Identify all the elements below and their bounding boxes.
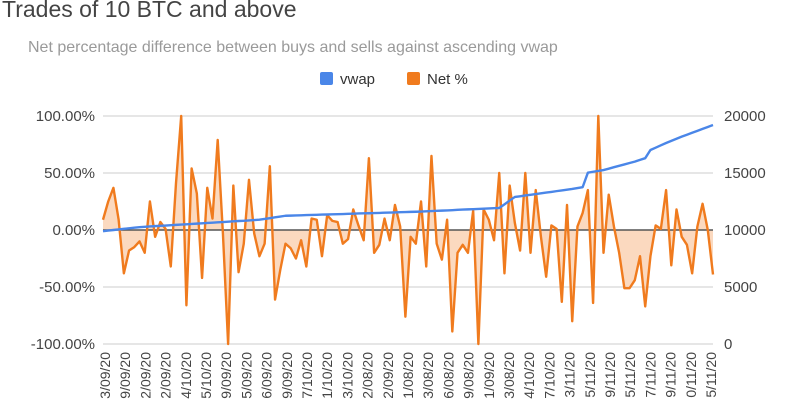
series [101,114,715,346]
x-tick-label: 2/09/20 [137,352,153,399]
chart-subtitle: Net percentage difference between buys a… [28,39,558,56]
y-left-tick-label: -50.00% [39,279,95,296]
y-left-tick-label: 50.00% [44,165,95,182]
x-tick-label: 3/08/20 [501,352,517,399]
x-tick-label: 9/11/20 [602,352,618,398]
x-tick-label: 6/08/20 [440,352,456,399]
x-tick-label: 7/11/20 [642,352,658,398]
x-tick-label: 7/10/20 [299,352,315,399]
y-left-tick-label: -100.00% [31,336,95,353]
y-right-tick-label: 0 [724,336,732,353]
chart-title: Trades of 10 BTC and above [2,0,297,22]
x-tick-label: 9/08/20 [461,352,477,399]
y-left-tick-label: 100.00% [36,108,95,125]
x-axis: 3/09/20 9/09/20 2/09/20 2/09/20 4/10/20 5/10/… [97,352,719,399]
x-tick-label: 9/09/20 [117,352,133,399]
x-tick-label: 5/09/20 [238,352,254,399]
x-tick-label: 1/10/20 [319,352,335,399]
x-tick-label: 2/08/20 [360,352,376,399]
x-tick-label: 7/10/20 [541,352,557,399]
x-tick-label: 3/10/20 [339,352,355,399]
legend-swatch-net [407,72,420,85]
x-tick-label: 9/11/20 [663,352,679,398]
y-right-tick-label: 10000 [724,222,766,239]
y-axis-left: 100.00% 50.00% 0.00% -50.00% -100.00% [31,108,95,353]
legend-label-vwap: vwap [340,71,375,88]
x-tick-label: 3/09/20 [97,352,113,399]
x-tick-label: 1/08/20 [400,352,416,399]
y-axis-right: 20000 15000 10000 5000 0 [724,108,766,353]
x-tick-label: 9/09/20 [218,352,234,399]
x-tick-label: 3/11/20 [562,352,578,398]
y-right-tick-label: 20000 [724,108,766,125]
y-right-tick-label: 15000 [724,165,766,182]
x-tick-label: 2/09/20 [158,352,174,399]
x-tick-label: 5/11/20 [622,352,638,398]
x-tick-label: 4/10/20 [521,352,537,399]
x-tick-label: 5/11/20 [582,352,598,398]
x-tick-label: 5/11/20 [703,352,719,398]
x-tick-label: 5/10/20 [198,352,214,399]
vwap-line [102,123,714,233]
legend: vwap Net % [320,71,468,88]
x-tick-label: 2/09/20 [380,352,396,399]
x-tick-label: 9/09/20 [279,352,295,399]
x-tick-label: 4/10/20 [178,352,194,399]
legend-swatch-vwap [320,72,333,85]
x-tick-label: 6/09/20 [259,352,275,399]
y-left-tick-label: 0.00% [52,222,95,239]
y-right-tick-label: 5000 [724,279,757,296]
net-percent-line [101,114,715,346]
legend-label-net: Net % [427,71,468,88]
x-tick-label: 1/09/20 [481,352,497,399]
x-tick-label: 0/11/20 [683,352,699,398]
x-tick-label: 3/08/20 [420,352,436,399]
